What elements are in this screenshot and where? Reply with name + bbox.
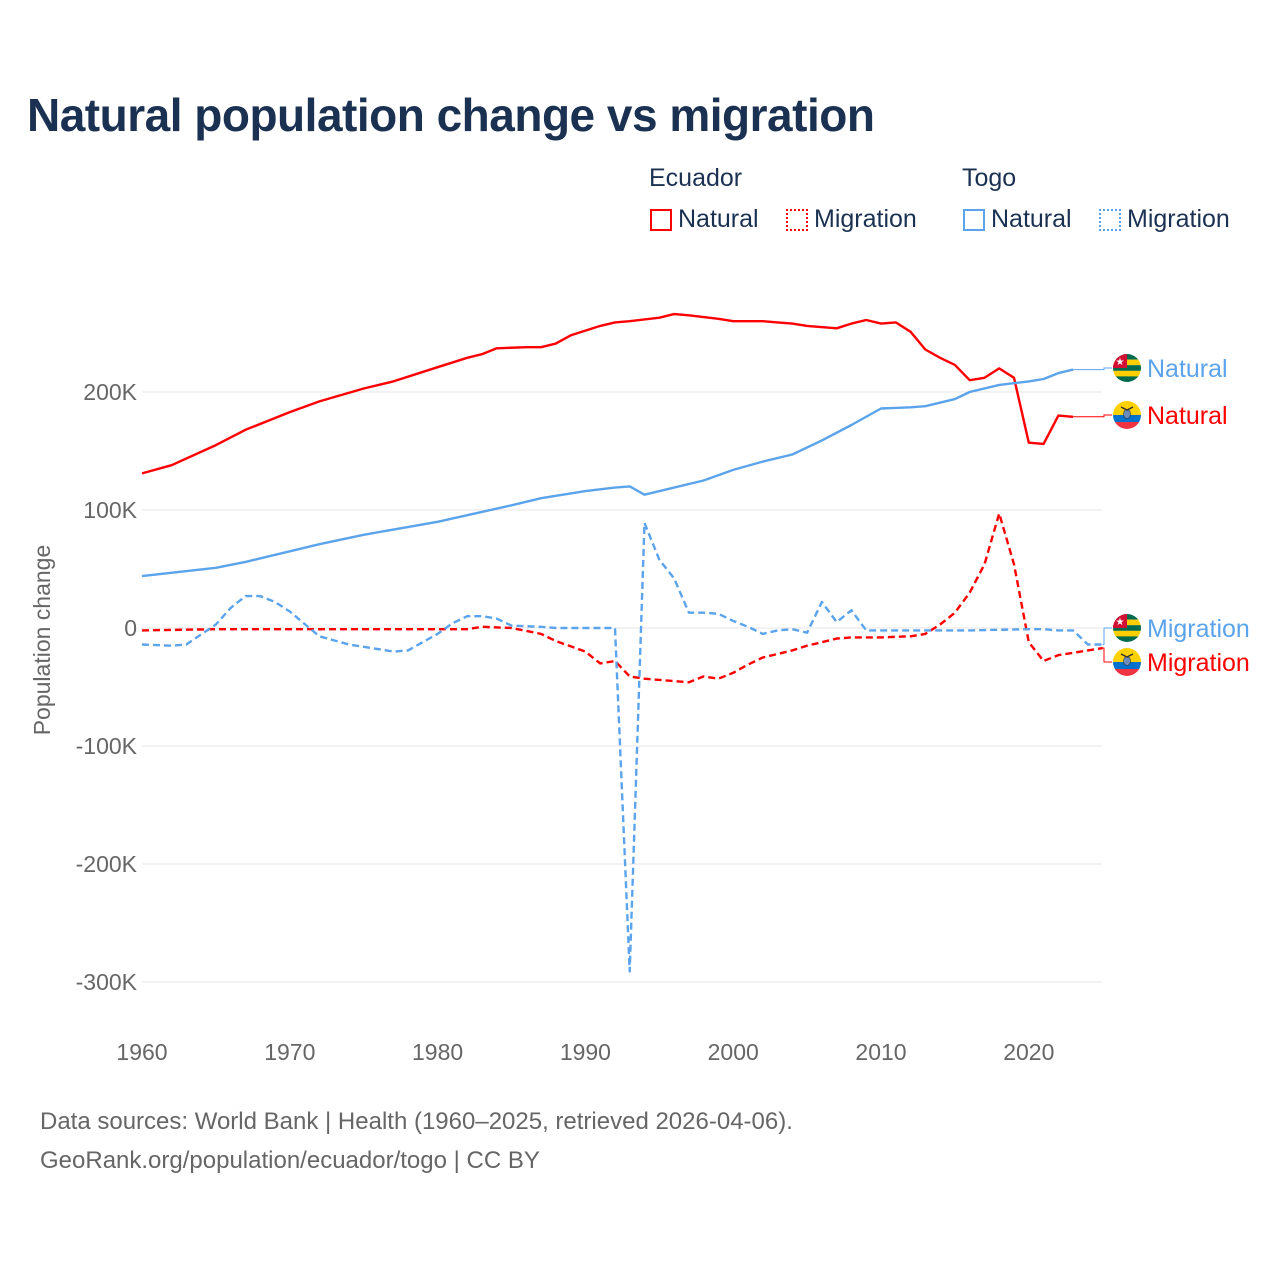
legend-label: Migration	[814, 205, 917, 233]
x-tick-label: 1990	[560, 1039, 611, 1065]
x-tick-label: 1980	[412, 1039, 463, 1065]
end-label-ecuador-natural: Natural	[1147, 402, 1228, 430]
y-tick-label: 100K	[83, 497, 137, 523]
legend-group-togo: Togo	[962, 164, 1017, 192]
label-connector	[1073, 414, 1112, 418]
y-tick-label: -200K	[76, 851, 138, 877]
x-tick-label: 2010	[855, 1039, 906, 1065]
flag-stripe	[1113, 401, 1141, 415]
y-tick-label: 0	[124, 615, 137, 641]
y-tick-label: -100K	[76, 733, 138, 759]
footer-link[interactable]: GeoRank.org/population/ecuador/togo | CC…	[40, 1147, 540, 1174]
label-connector	[1102, 647, 1112, 663]
togo-flag-icon: ★	[1113, 354, 1141, 382]
flag-stripe	[1113, 636, 1141, 642]
end-label-togo-migration: Migration	[1147, 615, 1250, 643]
togo-flag-icon: ★	[1113, 614, 1141, 642]
x-tick-label: 2000	[708, 1039, 759, 1065]
end-label-togo-natural: Natural	[1147, 355, 1228, 383]
legend-swatch	[963, 208, 985, 231]
ecuador-flag-icon	[1113, 648, 1141, 676]
legend-group-ecuador: Ecuador	[649, 164, 743, 192]
label-connector	[1102, 627, 1112, 646]
y-tick-label: -300K	[76, 969, 138, 995]
legend-swatch	[650, 208, 672, 231]
series-line-togo-natural	[141, 368, 1074, 578]
label-connector	[1073, 367, 1112, 371]
footer-sources: Data sources: World Bank | Health (1960–…	[40, 1108, 793, 1135]
legend-label: Migration	[1127, 205, 1230, 233]
flag-clip	[1113, 648, 1141, 676]
flag-stripe	[1113, 422, 1141, 429]
flag-stripe	[1113, 648, 1141, 662]
y-axis-label: Population change	[29, 545, 55, 736]
chart-title: Natural population change vs migration	[27, 89, 875, 141]
series-line-ecuador-natural	[141, 312, 1074, 475]
condor-icon	[1120, 406, 1134, 411]
end-label-ecuador-migration: Migration	[1147, 649, 1250, 677]
series-line-togo-migration	[141, 521, 1103, 973]
flag-clip	[1113, 401, 1141, 429]
legend-ecuador-migration[interactable]: Migration	[786, 205, 917, 234]
x-tick-label: 2020	[1003, 1039, 1054, 1065]
star-icon: ★	[1116, 357, 1125, 368]
flag-stripe	[1113, 376, 1141, 382]
condor-icon	[1120, 653, 1134, 658]
legend-swatch	[786, 208, 808, 231]
legend-label: Natural	[678, 205, 759, 233]
flag-clip: ★	[1113, 354, 1141, 382]
flag-stripe	[1113, 365, 1141, 371]
emblem-icon	[1123, 656, 1131, 666]
legend-swatch	[1099, 208, 1121, 231]
flag-stripe	[1113, 370, 1141, 377]
flag-stripe	[1113, 630, 1141, 637]
y-tick-label: 200K	[83, 379, 137, 405]
flag-clip: ★	[1113, 614, 1141, 642]
legend-togo-migration[interactable]: Migration	[1099, 205, 1230, 234]
series-line-ecuador-migration	[141, 512, 1103, 684]
legend-togo-natural[interactable]: Natural	[963, 205, 1072, 234]
legend-ecuador-natural[interactable]: Natural	[650, 205, 759, 234]
legend-label: Natural	[991, 205, 1072, 233]
flag-stripe	[1113, 669, 1141, 676]
x-tick-label: 1960	[116, 1039, 167, 1065]
ecuador-flag-icon	[1113, 401, 1141, 429]
star-icon: ★	[1116, 617, 1125, 628]
flag-stripe	[1113, 625, 1141, 631]
x-tick-label: 1970	[264, 1039, 315, 1065]
emblem-icon	[1123, 409, 1131, 419]
